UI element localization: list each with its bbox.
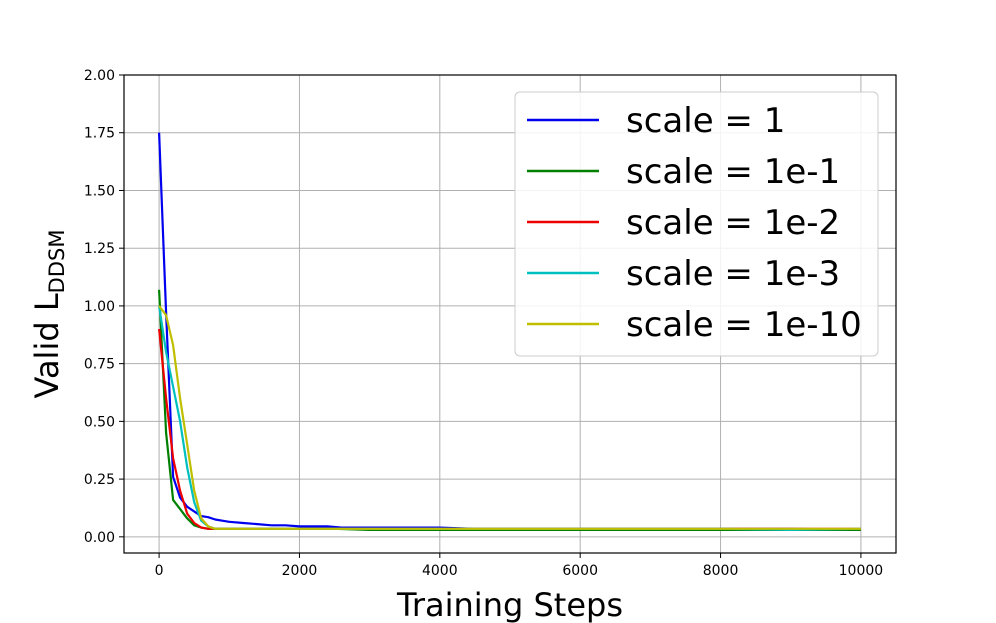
legend-label: scale = 1e-3 — [626, 254, 840, 294]
x-tick-label: 10000 — [839, 563, 884, 579]
y-axis-title: Valid LDDSM — [28, 230, 69, 399]
x-tick-label: 4000 — [422, 563, 458, 579]
y-tick-label: 1.00 — [84, 299, 115, 315]
y-tick-label: 0.75 — [84, 357, 115, 373]
legend-label: scale = 1 — [626, 101, 785, 141]
y-axis-title-main: Valid L — [28, 293, 66, 398]
series-lines — [158, 132, 861, 532]
legend: scale = 1 scale = 1e-1 scale = 1e-2 scale =… — [514, 91, 879, 357]
legend-label: scale = 1e-2 — [626, 203, 840, 243]
x-tick-label: 6000 — [562, 563, 598, 579]
y-tick-label: 1.75 — [84, 126, 115, 142]
legend-label: scale = 1e-1 — [626, 152, 840, 192]
legend-box — [514, 91, 879, 357]
x-tick-label: 0 — [155, 563, 164, 579]
y-tick-label: 1.25 — [84, 241, 115, 257]
y-axis-title-subscript: DDSM — [45, 230, 69, 294]
y-tick-label: 0.25 — [84, 472, 115, 488]
y-tick-label: 0.50 — [84, 414, 115, 430]
x-tick-label: 8000 — [703, 563, 739, 579]
axis-ticks: 0 2000 4000 6000 8000 10000 0.00 0.25 0.50 0.75 1.… — [84, 68, 883, 579]
x-axis-title: Training Steps — [396, 586, 623, 623]
x-tick-label: 2000 — [282, 563, 318, 579]
y-tick-label: 2.00 — [84, 68, 115, 84]
series-line-5 — [158, 305, 861, 530]
y-tick-label: 0.00 — [84, 530, 115, 546]
y-tick-label: 1.50 — [84, 183, 115, 199]
legend-label: scale = 1e-10 — [626, 305, 862, 345]
plot-frame — [123, 74, 897, 554]
